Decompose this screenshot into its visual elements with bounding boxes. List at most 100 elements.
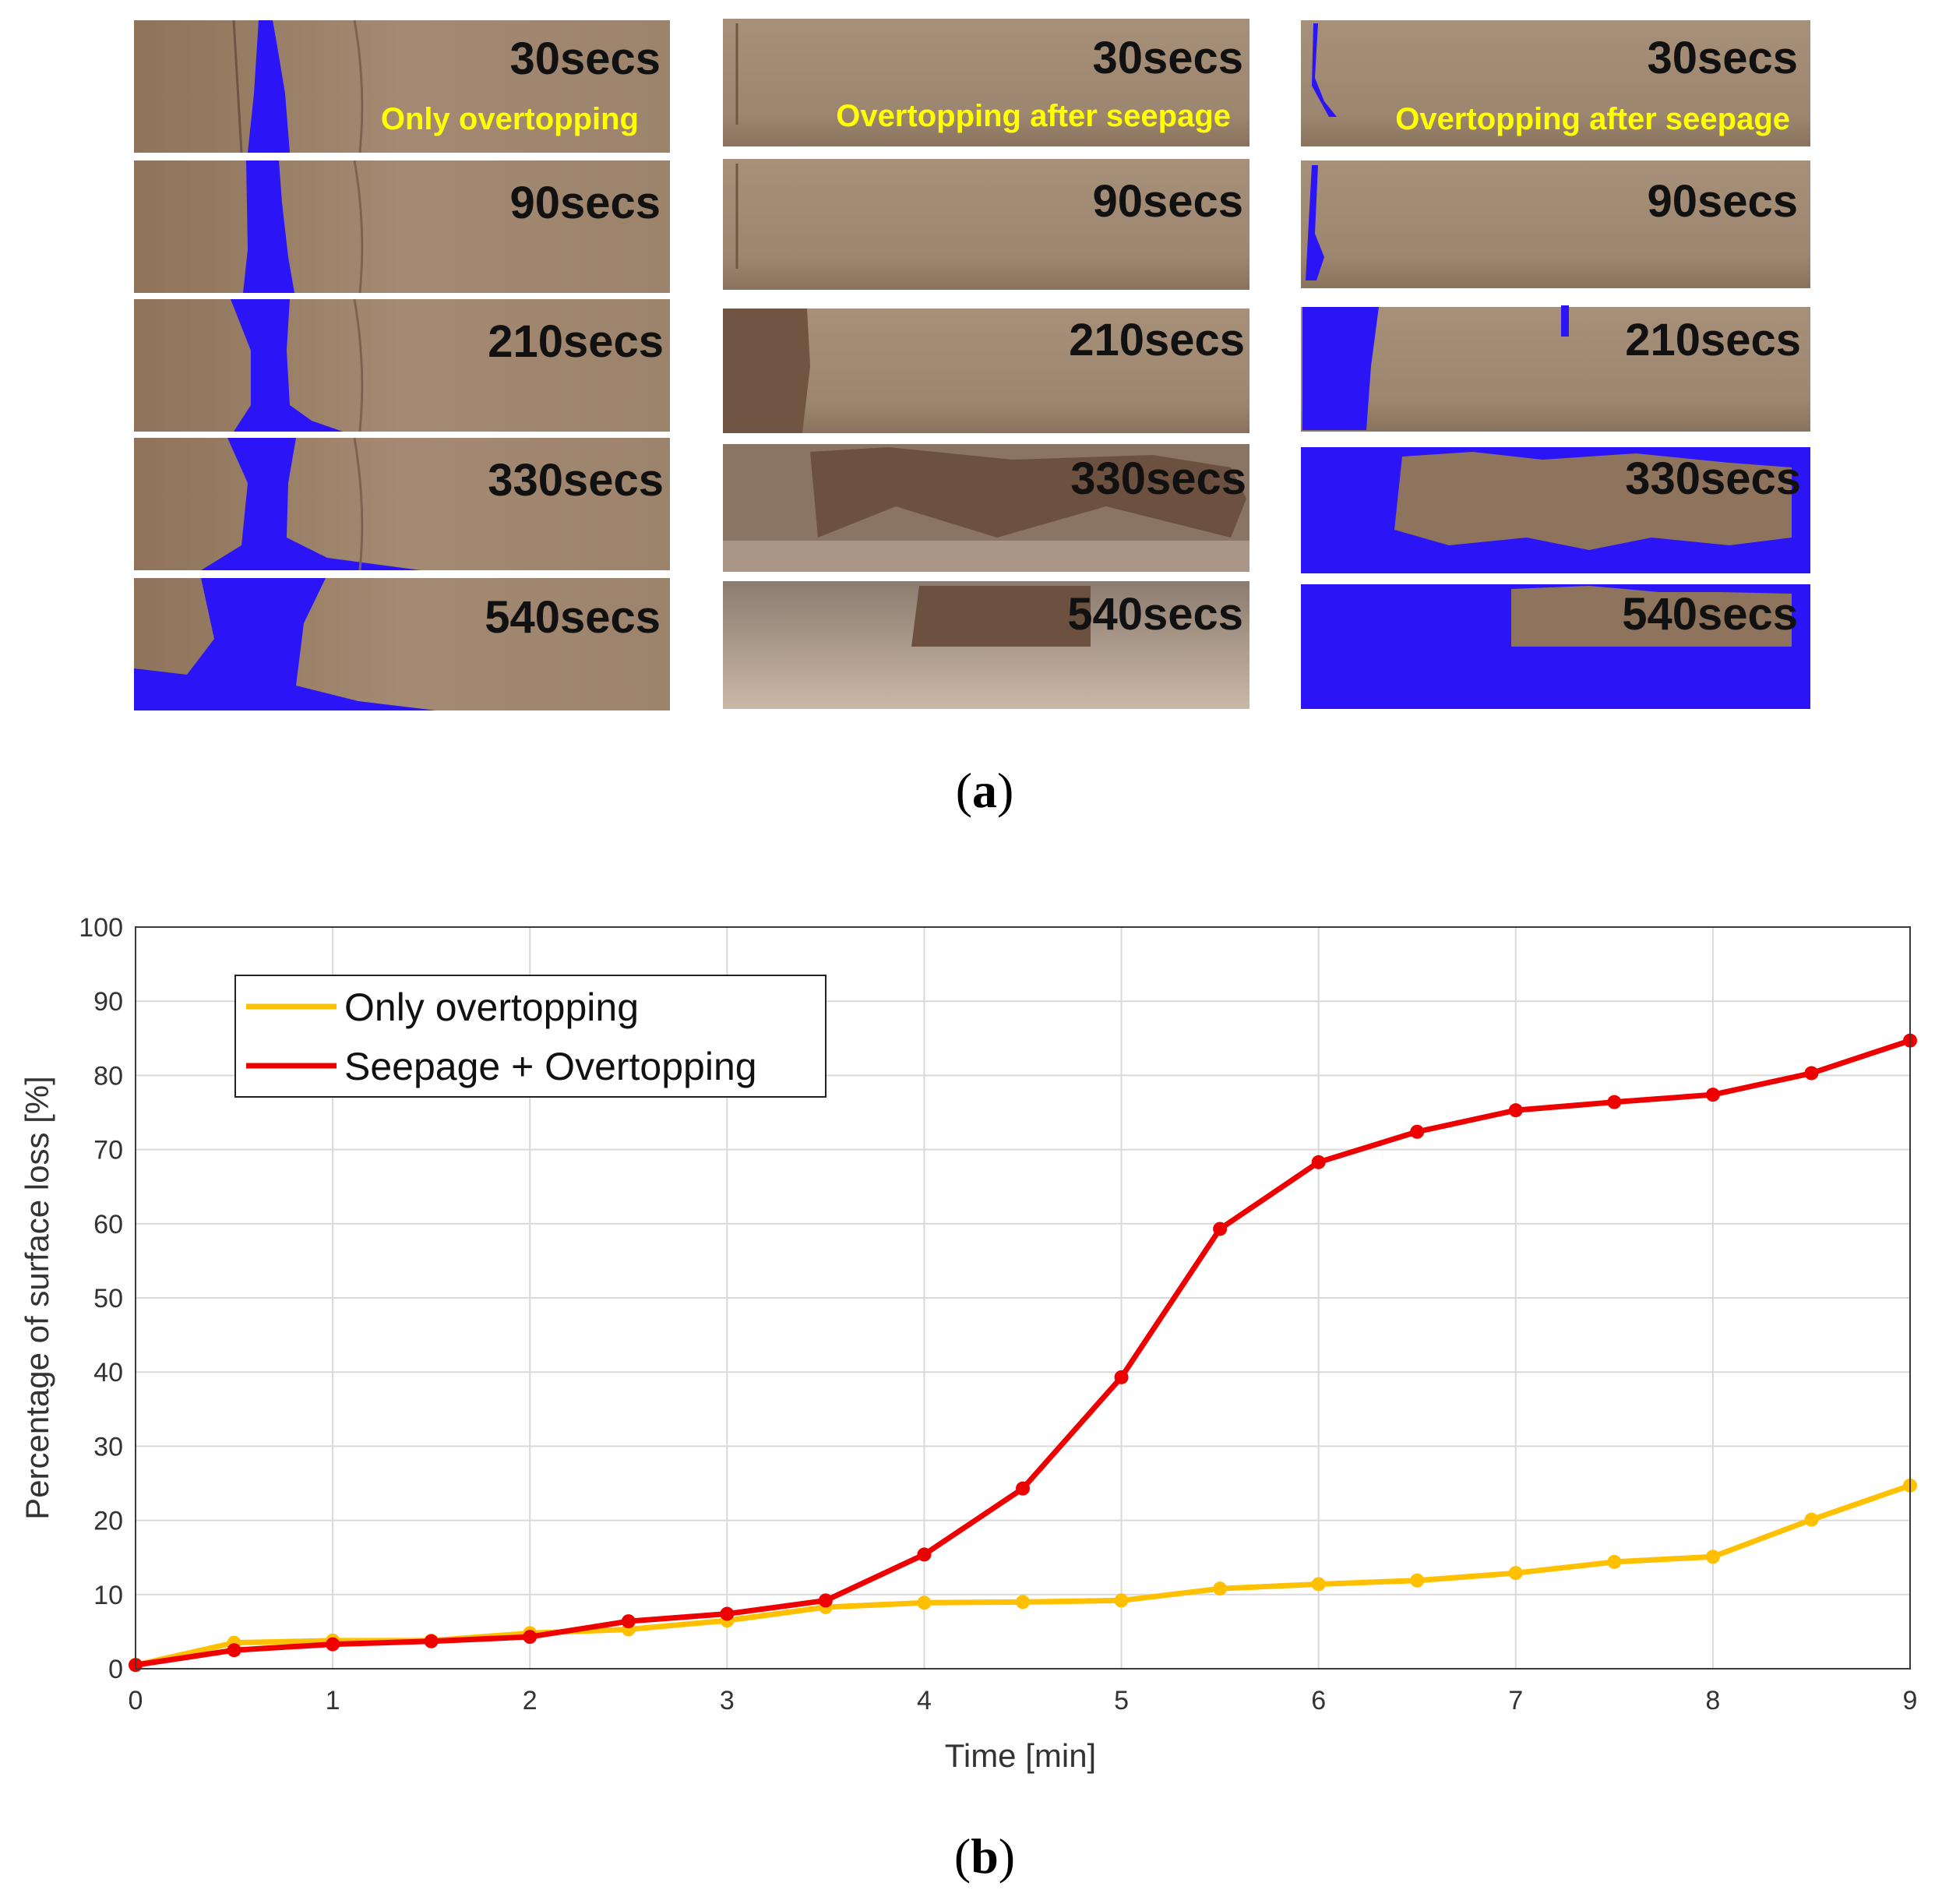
x-tick-label: 4	[917, 1686, 932, 1715]
water-overlay	[1312, 23, 1337, 117]
tile-time-label: 540secs	[1067, 589, 1243, 640]
y-tick-label: 70	[93, 1136, 123, 1165]
data-point	[1607, 1554, 1622, 1569]
water-overlay	[231, 299, 343, 432]
data-point	[1705, 1550, 1720, 1564]
tile-time-label: 540secs	[1622, 589, 1798, 640]
legend: Only overtopping Seepage + Overtopping	[234, 975, 827, 1098]
tile-time-label: 210secs	[1069, 315, 1245, 365]
data-point	[917, 1547, 932, 1562]
data-point	[424, 1634, 439, 1648]
y-tick-label: 50	[93, 1284, 123, 1313]
muddy-flow	[723, 541, 1249, 572]
data-point	[1016, 1595, 1030, 1610]
column-caption: Only overtopping	[381, 102, 639, 136]
tile-time-label: 30secs	[1647, 33, 1798, 83]
x-tick-label: 8	[1705, 1686, 1720, 1715]
crack-line	[232, 19, 243, 153]
water-overlay	[248, 20, 290, 153]
crack-line	[353, 160, 364, 294]
legend-box	[234, 975, 827, 1098]
data-point	[1607, 1095, 1622, 1109]
data-point	[621, 1614, 636, 1629]
x-tick-label: 0	[129, 1686, 143, 1715]
data-point	[1114, 1593, 1129, 1608]
x-axis-label: Time [min]	[945, 1737, 1096, 1774]
panel-b-caption: (b)	[954, 1828, 1015, 1884]
soil-photo-tile	[134, 20, 670, 153]
x-tick-label: 7	[1508, 1686, 1523, 1715]
crack-line	[353, 298, 364, 432]
column-caption: Overtopping after seepage	[1395, 102, 1790, 136]
x-tick-label: 3	[720, 1686, 735, 1715]
legend-label-seepage-overtopping: Seepage + Overtopping	[344, 1045, 757, 1088]
soil-photo-tile	[1301, 160, 1810, 288]
y-axis-ticks: 0 10 20 30 40 50 60 70 80 90 100	[79, 913, 123, 1684]
tile-time-label: 210secs	[1625, 315, 1801, 365]
y-axis-label: Percentage of surface loss [%]	[19, 1076, 55, 1520]
data-point	[917, 1595, 932, 1610]
tile-time-label: 30secs	[509, 33, 661, 84]
tile-time-label: 90secs	[1647, 176, 1798, 227]
soil-photo-tile	[134, 438, 670, 570]
y-tick-label: 60	[93, 1210, 123, 1239]
tile-labels: 30secs 90secs 210secs 330secs 540secs On…	[381, 33, 1801, 643]
data-point	[1410, 1573, 1425, 1588]
y-tick-label: 40	[93, 1358, 123, 1387]
soil-photo-tile	[723, 309, 1249, 433]
tile-time-label: 330secs	[1625, 453, 1801, 504]
y-tick-label: 20	[93, 1507, 123, 1536]
data-point	[1705, 1088, 1720, 1102]
data-point	[818, 1593, 833, 1608]
tile-time-label: 540secs	[485, 592, 661, 643]
y-tick-label: 90	[93, 987, 123, 1017]
y-tick-label: 10	[93, 1581, 123, 1610]
column-overtopping-after-seepage-1	[723, 19, 1249, 709]
tile-time-label: 90secs	[509, 178, 661, 228]
series-layer	[129, 1033, 1917, 1673]
column-caption: Overtopping after seepage	[836, 99, 1231, 133]
water-overlay	[243, 160, 294, 293]
tile-time-label: 30secs	[1092, 33, 1243, 83]
panel-b-letter: b	[971, 1828, 999, 1884]
data-point	[1804, 1066, 1819, 1081]
soil-remnant	[1394, 452, 1792, 550]
water-overlay	[1302, 307, 1379, 430]
data-point	[1508, 1566, 1523, 1581]
data-point	[1213, 1222, 1228, 1236]
x-axis-ticks: 0 1 2 3 4 5 6 7 8 9	[129, 1686, 1918, 1715]
water-overlay	[201, 438, 421, 570]
soil-photo-tile	[1301, 307, 1810, 432]
data-point	[1804, 1512, 1819, 1527]
soil-photo-tile	[723, 159, 1249, 290]
data-point	[1213, 1581, 1228, 1596]
crack-line	[353, 437, 364, 571]
column-overtopping-after-seepage-2	[1301, 20, 1810, 709]
data-point	[523, 1630, 538, 1645]
water-overlay	[1306, 165, 1324, 280]
x-tick-label: 1	[326, 1686, 340, 1715]
legend-label-only-overtopping: Only overtopping	[344, 985, 639, 1029]
tile-time-label: 210secs	[488, 316, 664, 367]
data-point	[720, 1606, 735, 1621]
soil-photo-tile	[134, 299, 670, 432]
column-only-overtopping	[134, 19, 670, 710]
x-tick-label: 9	[1903, 1686, 1918, 1715]
crack-line	[353, 19, 364, 153]
water-overlay	[1561, 305, 1569, 337]
y-tick-label: 80	[93, 1061, 123, 1091]
panel-a-letter: a	[972, 763, 997, 818]
soil-photo-tile	[134, 160, 670, 293]
panel-b-chart: 0 1 2 3 4 5 6 7 8 9 0 10 20 30 40 50 60 70 80 90 100 Time […	[19, 913, 1917, 1884]
y-tick-label: 100	[79, 913, 123, 943]
x-tick-label: 2	[523, 1686, 538, 1715]
data-point	[1114, 1370, 1129, 1384]
data-point	[1016, 1481, 1030, 1496]
plot-frame	[135, 926, 1911, 1670]
panel-a-photo-grid: 30secs 90secs 210secs 330secs 540secs On…	[134, 19, 1810, 818]
data-point	[1508, 1103, 1523, 1118]
data-point	[227, 1643, 241, 1658]
tile-time-label: 330secs	[1070, 453, 1246, 504]
soil-photo-tile	[1301, 20, 1810, 146]
